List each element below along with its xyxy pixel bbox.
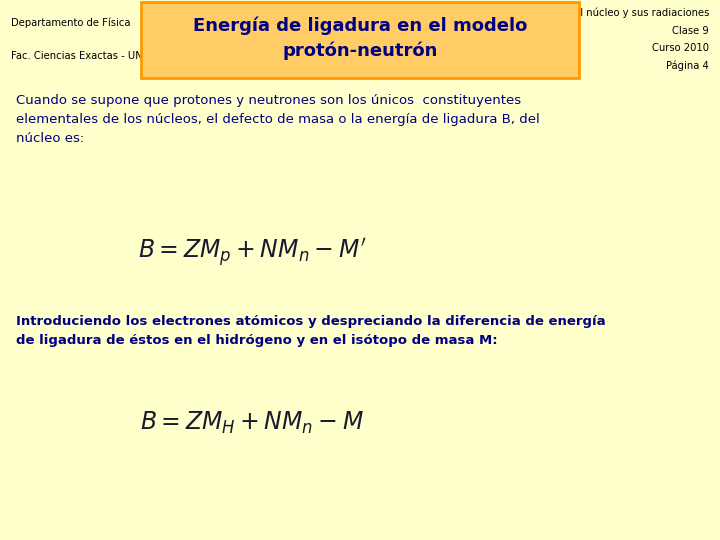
Text: $B = ZM_p + NM_n - M'$: $B = ZM_p + NM_n - M'$ [138,237,366,268]
Text: El núcleo y sus radiaciones: El núcleo y sus radiaciones [574,8,709,18]
Text: Departamento de Física: Departamento de Física [11,18,130,28]
Text: $B = ZM_H + NM_n - M$: $B = ZM_H + NM_n - M$ [140,409,364,436]
Text: Energía de ligadura en el modelo
protón-neutrón: Energía de ligadura en el modelo protón-… [193,16,527,60]
Text: Fac. Ciencias Exactas - UNLP: Fac. Ciencias Exactas - UNLP [11,51,154,61]
Text: Página 4: Página 4 [667,60,709,71]
Text: Introduciendo los electrones atómicos y despreciando la diferencia de energía
de: Introduciendo los electrones atómicos y … [16,315,606,347]
Text: Clase 9: Clase 9 [672,25,709,36]
Text: Curso 2010: Curso 2010 [652,43,709,53]
FancyBboxPatch shape [141,2,579,78]
Text: Cuando se supone que protones y neutrones son los únicos  constituyentes
element: Cuando se supone que protones y neutrone… [16,94,539,145]
